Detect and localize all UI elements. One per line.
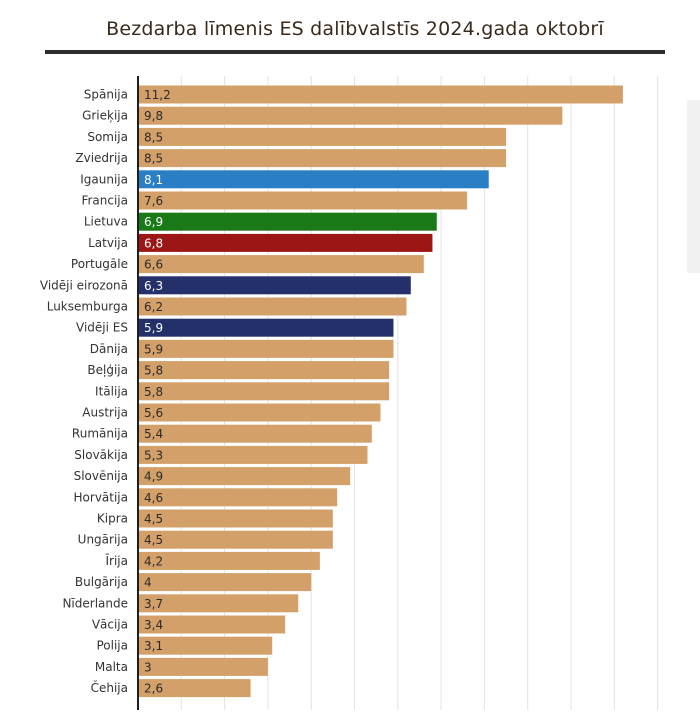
bar [138,127,507,146]
value-label: 4,9 [144,470,163,484]
category-label: Zviedrija [75,151,128,165]
bar [138,85,623,104]
value-label: 9,8 [144,109,163,123]
category-label: Portugāle [71,257,128,271]
category-label: Ungārija [78,533,128,547]
category-label: Dānija [90,342,128,356]
scrollbar[interactable] [687,100,700,273]
value-label: 4,6 [144,491,163,505]
bar [138,212,437,231]
bar [138,445,368,464]
value-label: 5,8 [144,364,163,378]
bar [138,339,394,358]
value-label: 3,1 [144,639,163,653]
category-label: Čehija [91,680,128,695]
category-label: Beļģija [87,363,128,377]
category-label: Nīderlande [62,596,128,610]
category-label: Horvātija [74,490,128,504]
category-label: Rumānija [72,427,128,441]
bar [138,276,411,295]
value-label: 6,2 [144,300,163,314]
value-label: 8,5 [144,130,163,144]
value-label: 6,8 [144,236,163,250]
value-label: 5,4 [144,427,163,441]
value-label: 11,2 [144,88,171,102]
value-label: 5,8 [144,385,163,399]
value-label: 3 [144,660,152,674]
bar [138,170,489,189]
value-label: 6,9 [144,215,163,229]
value-label: 3,7 [144,597,163,611]
value-label: 8,5 [144,152,163,166]
bar [138,551,320,570]
value-label: 6,3 [144,279,163,293]
bar [138,573,312,592]
category-label: Somija [87,130,128,144]
bar [138,191,468,210]
value-label: 4,2 [144,554,163,568]
category-label: Vidēji ES [76,321,128,335]
bar [138,488,338,507]
bar [138,106,563,125]
value-label: 4 [144,576,152,590]
value-label: 4,5 [144,533,163,547]
category-label: Polija [96,639,128,653]
category-label: Spānija [84,88,128,102]
title-divider [45,50,665,54]
value-label: 5,9 [144,342,163,356]
value-label: 5,9 [144,321,163,335]
bar [138,509,333,528]
bar [138,403,381,422]
category-label: Lietuva [84,215,128,229]
value-label: 6,6 [144,258,163,272]
category-label: Igaunija [80,172,128,186]
value-label: 7,6 [144,194,163,208]
category-label: Francija [81,194,128,208]
category-label: Kipra [97,512,128,526]
value-label: 4,5 [144,512,163,526]
bar [138,679,251,698]
category-label: Latvija [88,236,128,250]
bar [138,255,424,274]
bar [138,530,333,549]
value-label: 8,1 [144,173,163,187]
bar [138,594,299,613]
category-label: Luksemburga [47,300,128,314]
category-label: Malta [95,660,128,674]
bar [138,636,273,655]
category-label: Itālija [95,384,128,398]
value-label: 5,3 [144,448,163,462]
bar [138,149,507,168]
bar [138,657,268,676]
category-label: Vācija [92,618,128,632]
bar [138,382,390,401]
bar [138,361,390,380]
category-label: Grieķija [82,109,128,123]
bar [138,615,286,634]
category-label: Slovākija [74,448,128,462]
category-label: Īrija [106,554,129,568]
value-label: 3,4 [144,618,163,632]
category-label: Vidēji eirozonā [40,278,128,292]
bar [138,318,394,337]
category-label: Austrija [82,406,128,420]
category-label: Bulgārija [75,575,128,589]
chart-title: Bezdarba līmenis ES dalībvalstīs 2024.ga… [106,18,604,40]
value-label: 5,6 [144,406,163,420]
value-label: 2,6 [144,682,163,696]
category-label: Slovēnija [74,469,128,483]
bar [138,467,351,486]
bar [138,297,407,316]
bar [138,424,372,443]
bar [138,233,433,252]
